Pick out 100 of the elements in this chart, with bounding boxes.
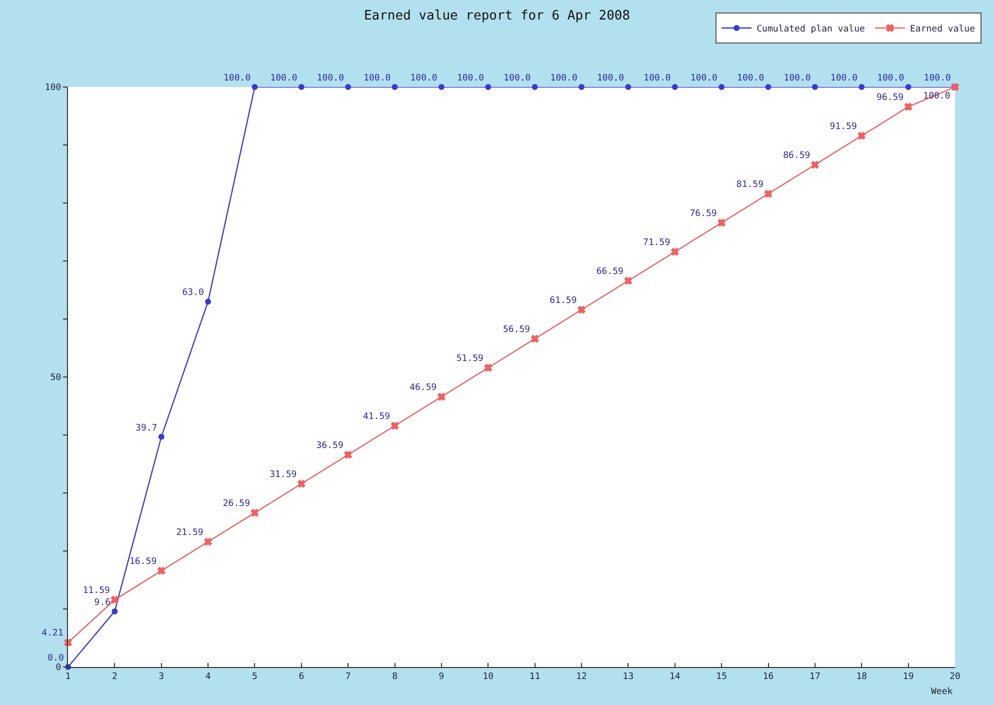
point xyxy=(157,566,166,575)
data-label: 21.59 xyxy=(176,528,204,538)
x-tick-label: 11 xyxy=(529,672,540,682)
point xyxy=(344,450,352,459)
x-tick-label: 8 xyxy=(392,672,398,682)
point xyxy=(905,84,912,90)
x-tick-label: 16 xyxy=(762,672,774,682)
data-label: 76.59 xyxy=(690,208,717,219)
data-label: 71.59 xyxy=(643,238,670,248)
data-label: 16.59 xyxy=(130,556,157,567)
data-label: 100.0 xyxy=(644,74,671,84)
data-label: 11.59 xyxy=(82,586,110,596)
x-tick-label: 9 xyxy=(438,672,444,682)
point xyxy=(252,84,258,90)
data-label: 91.59 xyxy=(830,122,857,132)
point xyxy=(532,84,538,90)
data-label: 100.0 xyxy=(596,74,624,84)
y-tick-label: 50 xyxy=(50,373,62,384)
point xyxy=(438,84,444,90)
data-label: 100.0 xyxy=(410,74,438,84)
point xyxy=(112,608,118,614)
point xyxy=(392,84,398,90)
legend-label: Cumulated plan value xyxy=(756,24,865,35)
point xyxy=(765,84,772,90)
data-label: 61.59 xyxy=(550,296,577,306)
point xyxy=(578,306,586,314)
point xyxy=(812,84,818,90)
point xyxy=(438,392,446,401)
point xyxy=(530,334,539,343)
data-label: 100.0 xyxy=(784,74,811,84)
point xyxy=(904,102,912,111)
x-tick-label: 5 xyxy=(252,672,258,682)
point xyxy=(764,190,772,198)
point xyxy=(345,84,352,90)
data-label: 96.59 xyxy=(876,92,904,103)
x-tick-label: 2 xyxy=(112,672,118,682)
point xyxy=(624,276,632,285)
x-tick-label: 19 xyxy=(902,672,914,682)
data-label: 100.0 xyxy=(737,74,764,84)
data-label: 39.7 xyxy=(136,423,158,434)
point xyxy=(390,422,399,430)
data-label: 81.59 xyxy=(736,180,764,190)
point xyxy=(250,508,259,517)
data-label: 100.0 xyxy=(224,74,251,84)
chart-title: Earned value report for 6 Apr 2008 xyxy=(364,8,630,24)
point xyxy=(158,434,164,440)
x-tick-label: 6 xyxy=(298,672,304,682)
data-label: 41.59 xyxy=(362,412,390,422)
x-tick-label: 12 xyxy=(576,672,587,682)
data-label: 56.59 xyxy=(502,324,530,335)
data-label: 31.59 xyxy=(270,470,297,480)
x-tick-label: 1 xyxy=(65,672,71,682)
point xyxy=(485,84,492,90)
point xyxy=(858,132,866,140)
data-label: 100.0 xyxy=(456,74,484,84)
x-tick-label: 4 xyxy=(205,672,211,682)
point xyxy=(484,364,492,372)
data-label: 26.59 xyxy=(222,498,250,509)
data-label: 100.0 xyxy=(504,74,531,84)
point xyxy=(204,538,212,546)
data-label: 9.6 xyxy=(94,598,111,608)
x-tick-label: 7 xyxy=(345,672,351,682)
point xyxy=(718,84,725,90)
x-tick-label: 15 xyxy=(716,672,727,682)
x-tick-label: 17 xyxy=(810,672,820,682)
data-label: 66.59 xyxy=(596,266,624,277)
y-tick-label: 0 xyxy=(56,663,62,674)
point xyxy=(110,596,119,604)
point xyxy=(718,218,726,227)
point xyxy=(298,480,306,488)
x-axis-title: Week xyxy=(931,687,954,697)
data-label: 0.0 xyxy=(48,654,64,664)
data-label: 100.0 xyxy=(550,74,578,84)
data-label: 100.0 xyxy=(690,74,718,84)
point xyxy=(625,84,632,90)
data-label: 100.0 xyxy=(924,74,951,84)
data-label: 46.59 xyxy=(410,382,437,393)
data-label: 4.21 xyxy=(42,628,64,639)
data-label: 100.0 xyxy=(364,74,391,84)
x-tick-label: 13 xyxy=(622,672,634,682)
x-tick-label: 3 xyxy=(158,672,164,682)
data-label: 86.59 xyxy=(783,150,810,161)
point xyxy=(298,84,304,90)
point xyxy=(672,84,678,90)
data-label: 100.0 xyxy=(270,74,298,84)
point xyxy=(858,84,865,90)
x-tick-label: 20 xyxy=(950,672,960,682)
point xyxy=(670,248,679,256)
data-label: 63.0 xyxy=(182,288,204,298)
point xyxy=(811,160,819,169)
point xyxy=(205,298,212,305)
data-label: 100.0 xyxy=(877,74,904,84)
data-label: 100.0 xyxy=(316,74,344,84)
x-tick-label: 18 xyxy=(856,672,868,682)
x-tick-label: 14 xyxy=(669,672,680,682)
data-label: 100.0 xyxy=(830,74,858,84)
y-tick-label: 100 xyxy=(44,83,62,94)
data-label: 51.59 xyxy=(456,354,484,364)
x-tick-label: 10 xyxy=(482,672,494,682)
data-label: 36.59 xyxy=(316,440,344,451)
